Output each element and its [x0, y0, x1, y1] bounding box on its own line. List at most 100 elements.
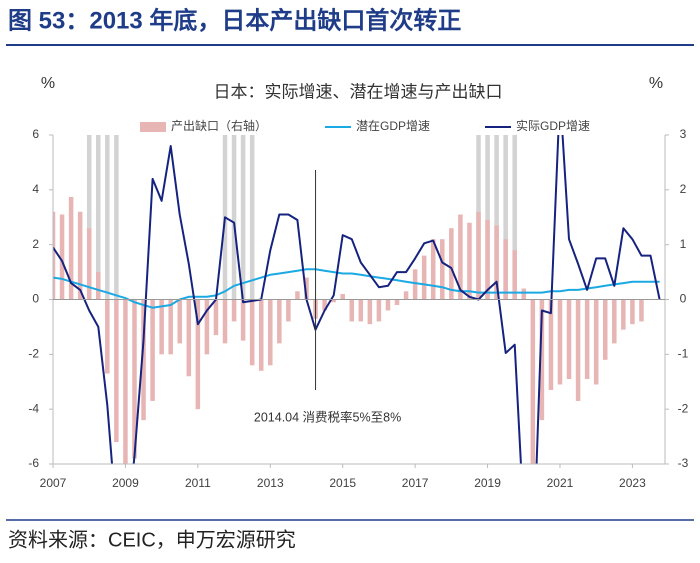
x-tick-label: 2007	[40, 476, 67, 490]
y2-tick-label: 1	[680, 237, 687, 251]
bar	[277, 299, 282, 344]
bar	[349, 299, 355, 322]
x-tick-label: 2021	[547, 476, 574, 490]
y-tick-label: 2	[32, 237, 39, 251]
bar	[584, 299, 590, 380]
bar	[159, 299, 164, 355]
y2-tick-label: -2	[678, 401, 689, 415]
x-tick-label: 2011	[185, 476, 211, 490]
bar	[53, 211, 56, 300]
bar	[385, 299, 391, 311]
y-tick-label: 0	[32, 292, 39, 306]
line	[53, 135, 661, 464]
bar	[602, 299, 608, 360]
bar	[539, 299, 545, 421]
bar	[566, 299, 572, 380]
shaded-period	[86, 135, 92, 300]
y-tick-label: -2	[28, 347, 39, 361]
bar	[295, 291, 300, 300]
bar	[286, 299, 291, 322]
bar	[476, 211, 481, 300]
bar	[222, 299, 228, 344]
shaded-period	[494, 135, 499, 300]
y-tick-label: 4	[32, 182, 39, 196]
y-tick-label: -4	[28, 401, 39, 415]
bar	[68, 196, 74, 300]
x-tick-label: 2023	[619, 476, 646, 490]
bar	[168, 299, 173, 355]
bar	[186, 299, 192, 377]
shaded-period	[512, 135, 517, 300]
plot-clip	[53, 135, 661, 464]
bar	[593, 299, 599, 385]
line	[53, 268, 660, 309]
bar	[195, 299, 201, 410]
shaded-period	[240, 135, 246, 300]
bar	[249, 299, 255, 366]
y2-tick-label: 0	[680, 292, 687, 306]
bar	[268, 299, 273, 366]
bar	[367, 299, 373, 325]
bar	[621, 299, 626, 330]
y2-tick-label: -3	[678, 456, 689, 470]
legend-label: 产出缺口（右轴）	[171, 118, 267, 133]
bar	[86, 228, 92, 300]
bar	[403, 291, 409, 300]
bar	[114, 299, 119, 443]
legend-label: 实际GDP增速	[516, 118, 590, 133]
x-tick-label: 2015	[329, 476, 356, 490]
x-tick-label: 2017	[402, 476, 429, 490]
bar	[376, 299, 382, 322]
x-tick-label: 2013	[257, 476, 284, 490]
bar	[494, 225, 499, 300]
bar	[132, 299, 137, 459]
bar	[512, 250, 517, 300]
bar	[240, 299, 246, 341]
x-tick-label: 2009	[112, 476, 139, 490]
legend-label: 潜在GDP增速	[356, 119, 430, 133]
bar	[358, 299, 364, 322]
shaded-period	[96, 135, 101, 300]
bar	[430, 239, 436, 300]
legend-swatch	[140, 122, 166, 132]
shaded-period	[503, 135, 508, 300]
chart-title: 日本：实际增速、潜在增速与产出缺口	[214, 82, 503, 101]
bar	[59, 214, 65, 300]
bar	[530, 299, 536, 464]
source: 资料来源：CEIC，申万宏源研究	[8, 528, 296, 551]
bar	[96, 272, 101, 300]
bar	[557, 299, 563, 385]
x-tick-label: 2019	[474, 476, 501, 490]
bar	[449, 228, 454, 300]
bar	[204, 299, 210, 355]
y-axis-label: %	[41, 75, 55, 92]
bar	[340, 294, 345, 300]
bar	[630, 299, 635, 325]
bar	[150, 299, 155, 401]
bar	[258, 299, 264, 371]
y-tick-label: 6	[32, 127, 39, 141]
shaded-period	[249, 135, 255, 300]
bar	[575, 299, 581, 401]
bar	[331, 299, 336, 303]
bar	[521, 288, 527, 300]
bar	[612, 299, 617, 344]
bar	[213, 299, 219, 336]
bar	[548, 299, 554, 390]
annotation-text: 2014.04 消费税率5%至8%	[254, 409, 401, 424]
bar	[77, 211, 83, 300]
y2-tick-label: -1	[678, 347, 689, 361]
shaded-period	[114, 135, 119, 300]
bar	[304, 277, 309, 300]
figure-title: 图 53：2013 年底，日本产出缺口首次转正	[8, 6, 461, 34]
bar	[467, 222, 472, 300]
y2-tick-label: 3	[680, 127, 687, 141]
bar	[421, 255, 427, 300]
shaded-period	[485, 135, 490, 300]
bar	[322, 299, 327, 311]
bar	[141, 299, 146, 421]
bar	[412, 269, 418, 300]
bar	[177, 299, 183, 344]
y2-axis-label: %	[649, 75, 663, 92]
bar	[485, 219, 490, 300]
